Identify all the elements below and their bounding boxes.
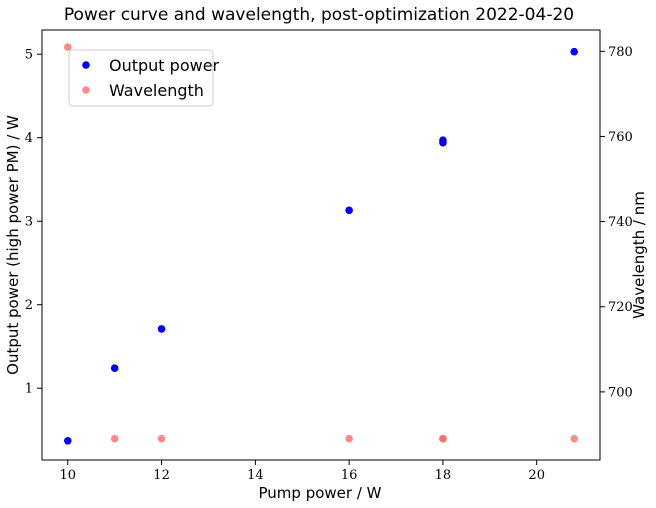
output-power-point (110, 364, 119, 372)
x-tick-label: 18 (435, 468, 452, 483)
legend-label-output-power: Output power (109, 56, 220, 75)
x-axis-label: Pump power / W (259, 484, 382, 502)
left-y-tick-label: 4 (25, 131, 33, 146)
wavelength-point (63, 43, 72, 51)
wavelength-point (110, 434, 119, 443)
right-y-tick-label: 740 (608, 215, 633, 230)
left-y-tick-label: 2 (25, 298, 33, 313)
series-layer (63, 43, 579, 445)
x-axis-ticks: 10 12 14 16 18 20 (60, 460, 545, 483)
wavelength-point (157, 434, 166, 443)
left-y-tick-label: 3 (25, 215, 33, 230)
plot-frame (41, 29, 601, 461)
output-power-point (157, 325, 166, 333)
output-power-point (439, 136, 447, 145)
left-y-axis-ticks: 1 2 3 4 5 (25, 48, 42, 397)
left-y-tick-label: 1 (25, 382, 33, 397)
left-y-tick-label: 5 (25, 48, 33, 63)
x-tick-label: 14 (247, 468, 264, 483)
x-tick-label: 20 (528, 468, 545, 483)
legend: Output power Wavelength (68, 49, 220, 107)
output-power-point (570, 47, 579, 56)
wavelength-point (570, 434, 579, 443)
legend-label-wavelength: Wavelength (109, 81, 204, 100)
legend-marker-output-power (82, 61, 90, 69)
x-tick-label: 16 (341, 468, 358, 483)
x-tick-label: 10 (60, 468, 77, 483)
wavelength-point (439, 434, 447, 443)
chart-title: Power curve and wavelength, post-optimiz… (64, 5, 574, 25)
right-y-tick-label: 700 (608, 385, 633, 400)
series-output-power (63, 47, 579, 445)
wavelength-point (345, 434, 353, 443)
right-y-tick-label: 720 (608, 300, 633, 315)
right-y-tick-label: 760 (608, 130, 633, 145)
left-y-axis-label: Output power (high power PM) / W (4, 115, 22, 375)
x-tick-label: 12 (153, 468, 170, 483)
right-y-tick-label: 780 (608, 45, 633, 60)
right-y-axis-ticks: 700 720 740 760 780 (600, 45, 633, 400)
legend-box (68, 49, 214, 107)
output-power-point (63, 436, 72, 445)
right-y-axis-label: Wavelength / nm (630, 191, 648, 319)
series-wavelength (63, 43, 579, 443)
output-power-point (345, 206, 353, 215)
legend-marker-wavelength (82, 86, 90, 94)
